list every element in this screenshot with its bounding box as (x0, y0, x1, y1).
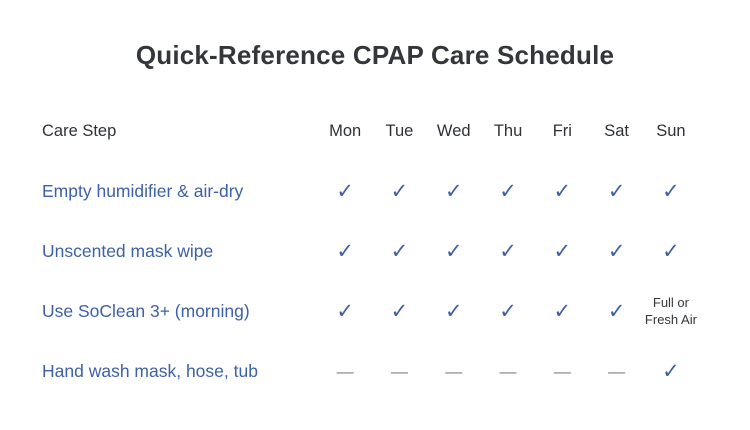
check-icon: ✓ (444, 178, 463, 203)
check-icon: ✓ (499, 238, 517, 263)
check-icon: ✓ (390, 238, 409, 263)
column-header-tue: Tue (385, 121, 414, 140)
dash-icon: — (445, 361, 463, 381)
column-header-thu: Thu (493, 121, 523, 140)
check-icon: ✓ (336, 298, 354, 323)
check-icon: ✓ (499, 178, 517, 203)
sun-note: Full or Fresh Air (644, 295, 697, 327)
schedule-table: Care Step Mon Tue Wed Thu Fri Sat Sun Em… (42, 101, 698, 401)
check-icon: ✓ (607, 238, 626, 263)
dash-icon: — (499, 361, 517, 381)
check-icon: ✓ (390, 178, 409, 203)
column-header-mon: Mon (329, 121, 362, 140)
check-icon: ✓ (336, 178, 354, 203)
page-title: Quick-Reference CPAP Care Schedule (135, 40, 615, 70)
table-row: Hand wash mask, hose, tub — — — — — — ✓ (42, 341, 698, 401)
table-row: Unscented mask wipe ✓ ✓ ✓ ✓ ✓ ✓ ✓ (42, 221, 698, 281)
check-icon: ✓ (553, 178, 572, 203)
check-icon: ✓ (553, 238, 572, 263)
care-step-label: Unscented mask wipe (42, 240, 214, 261)
check-icon: ✓ (499, 298, 517, 323)
dash-icon: — (336, 361, 354, 381)
care-step-label: Empty humidifier & air-dry (42, 180, 244, 201)
check-icon: ✓ (444, 238, 463, 263)
check-icon: ✓ (662, 238, 680, 263)
column-header-sun: Sun (656, 121, 686, 140)
check-icon: ✓ (336, 238, 354, 263)
dash-icon: — (608, 361, 626, 381)
dash-icon: — (553, 361, 571, 381)
check-icon: ✓ (553, 298, 572, 323)
check-icon: ✓ (662, 178, 680, 203)
check-icon: ✓ (607, 178, 626, 203)
table-row: Use SoClean 3+ (morning) ✓ ✓ ✓ ✓ ✓ ✓ Full or Fr… (42, 281, 698, 341)
column-header-care-step: Care Step (42, 121, 117, 140)
check-icon: ✓ (607, 298, 626, 323)
column-header-sat: Sat (604, 121, 630, 140)
check-icon: ✓ (662, 358, 680, 383)
care-step-label: Use SoClean 3+ (morning) (42, 300, 250, 321)
check-icon: ✓ (390, 298, 409, 323)
check-icon: ✓ (444, 298, 463, 323)
table-header-row: Care Step Mon Tue Wed Thu Fri Sat Sun (42, 101, 698, 161)
table-row: Empty humidifier & air-dry ✓ ✓ ✓ ✓ ✓ ✓ ✓ (42, 161, 698, 221)
care-step-label: Hand wash mask, hose, tub (42, 360, 258, 381)
column-header-wed: Wed (436, 121, 471, 140)
schedule-body: Empty humidifier & air-dry ✓ ✓ ✓ ✓ ✓ ✓ ✓ Unscent… (42, 161, 698, 401)
dash-icon: — (390, 361, 408, 381)
column-header-fri: Fri (552, 121, 572, 140)
